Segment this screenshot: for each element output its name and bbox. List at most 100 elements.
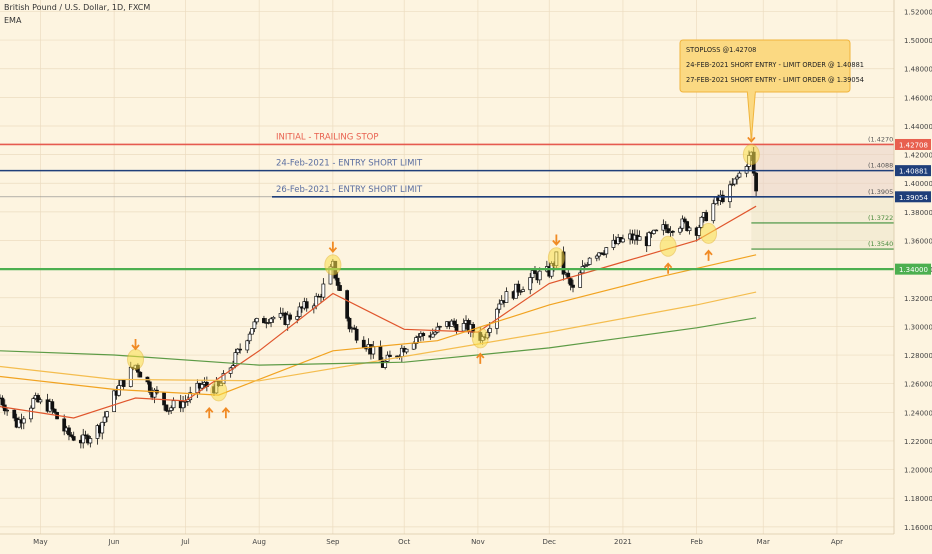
indicator-label: EMA [4,16,22,25]
arrow-down-icon [328,241,338,254]
ema-line [0,254,757,396]
level-tag: (1.42708) [868,135,900,143]
candle-body [728,184,732,203]
x-tick-label: Mar [757,538,770,546]
candle-body [128,366,133,387]
level-tag: (1.40881) [868,162,900,170]
level-tag: (1.37227) [868,214,900,222]
arrow-up-icon [221,406,231,419]
candle-body [682,218,687,222]
candle-body [602,253,606,256]
candle-body [687,227,692,231]
price-axis-tag-text: 1.42708 [899,141,928,149]
candle-body [433,331,437,335]
ema-line [0,317,757,366]
candle-body [385,354,390,362]
candle-body [404,348,409,353]
price-axis-tag [895,138,931,150]
price-axis-tag-text: 1.40881 [899,168,928,176]
candle-body [666,228,670,233]
candle-body [361,339,366,348]
candle-body [528,277,533,291]
y-tick-label: 1.44000 [904,123,932,131]
candle-body [297,306,302,317]
y-tick-label: 1.48000 [904,66,932,74]
candle-body [744,166,749,174]
candle-body [162,392,166,406]
candle-body [383,360,388,368]
price-axis-tag-text: 1.34000 [899,266,928,274]
candle-body [102,416,107,423]
x-tick-label: Oct [398,538,410,546]
candle-body [278,313,283,318]
candle-body [599,252,604,255]
candle-body [112,390,117,413]
candle-body [663,224,668,229]
candle-body [347,317,352,330]
candle-body [583,265,587,267]
candle-body [67,427,71,436]
candle-body [62,418,67,432]
candle-body [699,216,704,228]
x-tick-label: Jul [180,538,190,546]
y-tick-label: 1.26000 [904,381,932,389]
candle-body [685,221,690,231]
candle-body [21,418,26,424]
y-tick-label: 1.42000 [904,152,932,160]
candle-body [147,381,152,393]
candle-body [416,336,421,338]
candle-body [730,183,735,186]
candle-body [69,434,74,437]
callout-joint [747,90,755,94]
candle-body [637,236,642,241]
candle-body [71,436,76,441]
candle-body [52,408,57,413]
candle-body [164,404,169,412]
candle-body [233,352,238,366]
price-axis-tag [895,191,931,203]
candle-body [12,409,17,419]
price-axis-tag [895,263,931,275]
candle-body [680,218,685,229]
arrow-up-icon [704,249,713,261]
candle-body [571,284,575,288]
candle-body [247,333,252,342]
highlight-circle [742,144,760,166]
candle-body [304,301,309,309]
candle-body [737,172,742,178]
candle-body [271,316,276,320]
price-axis-tag-text: 1.39054 [899,194,928,202]
highlight-circle [127,348,145,370]
candle-body [354,328,359,341]
candle-body [487,327,492,333]
level-tag: (1.39054) [868,188,900,196]
candle-body [621,238,625,243]
level-label: 24-Feb-2021 - ENTRY SHORT LIMIT [276,159,423,169]
ema-line [0,291,757,382]
candle-body [430,333,435,338]
arrow-down-icon [552,234,561,246]
arrow-up-icon [476,352,485,364]
x-tick-label: Feb [690,538,703,546]
candle-body [138,371,143,378]
candle-body [537,270,542,281]
candle-body [121,379,126,387]
callout-line: 27-FEB-2021 SHORT ENTRY - LIMIT ORDER @ … [686,76,864,84]
candle-body [38,399,43,403]
candle-body [88,438,93,444]
candle-body [497,303,502,310]
candle-body [378,346,383,362]
x-tick-label: 2021 [614,538,632,546]
x-tick-label: Nov [471,538,485,546]
y-tick-label: 1.24000 [904,409,932,417]
candle-body [435,326,440,333]
candle-body [754,172,758,192]
candle-body [654,229,659,232]
candle-body [530,270,535,278]
candle-body [735,176,739,180]
y-tick-label: 1.40000 [904,180,932,188]
candle-body [17,419,21,428]
candle-body [461,323,466,332]
